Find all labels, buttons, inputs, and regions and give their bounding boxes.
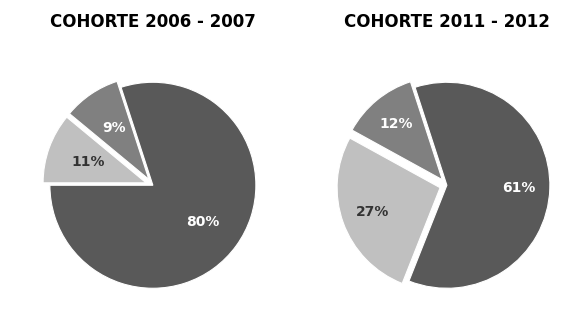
Wedge shape [409,82,550,288]
Text: 27%: 27% [356,205,389,219]
Text: 61%: 61% [502,181,536,195]
Wedge shape [352,82,442,180]
Text: 12%: 12% [380,117,413,131]
Text: COHORTE 2011 - 2012: COHORTE 2011 - 2012 [344,14,550,31]
Text: COHORTE 2006 - 2007: COHORTE 2006 - 2007 [50,14,256,31]
Wedge shape [50,82,256,288]
Wedge shape [337,138,440,284]
Text: 11%: 11% [71,155,105,169]
Wedge shape [43,117,146,183]
Wedge shape [69,81,149,179]
Text: 9%: 9% [102,121,126,135]
Text: 80%: 80% [186,214,219,229]
